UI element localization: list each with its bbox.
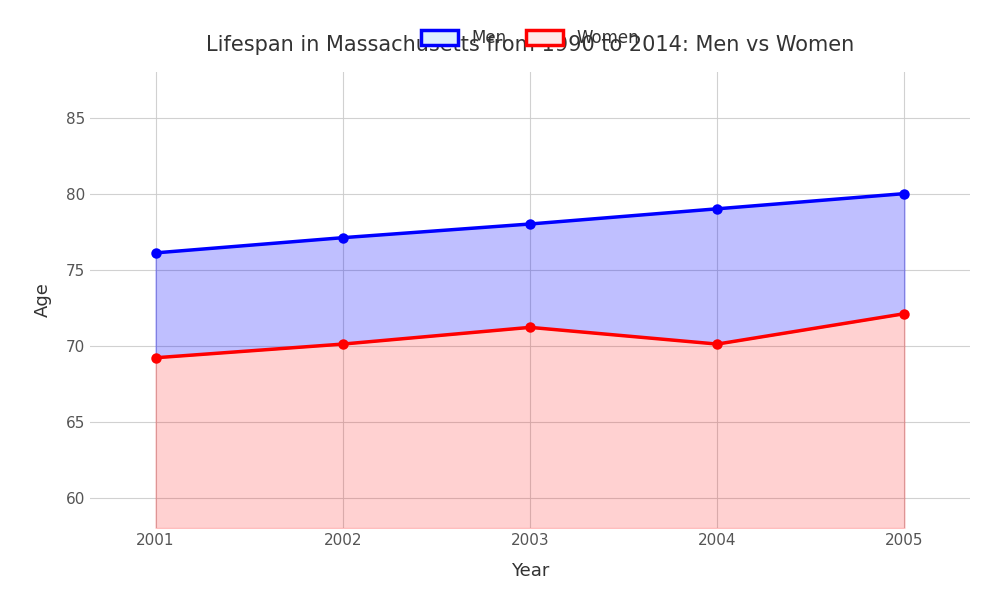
Y-axis label: Age: Age (34, 283, 52, 317)
Legend: Men, Women: Men, Women (413, 21, 647, 56)
Title: Lifespan in Massachusetts from 1990 to 2014: Men vs Women: Lifespan in Massachusetts from 1990 to 2… (206, 35, 854, 55)
X-axis label: Year: Year (511, 562, 549, 580)
